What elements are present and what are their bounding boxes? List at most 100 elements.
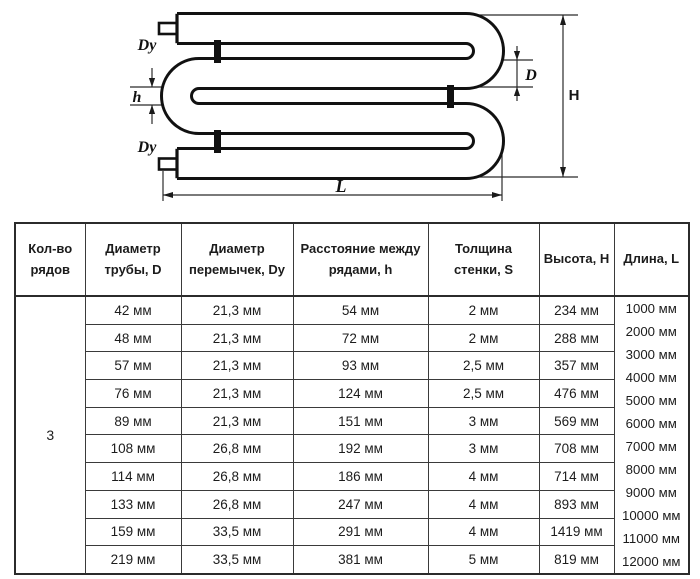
length-item: 12000 мм [622, 554, 681, 569]
table-cell: 76 мм [84, 379, 182, 408]
table-cell: 5 мм [427, 545, 540, 575]
col-header-height: Высота, H [538, 222, 615, 297]
table-row: 159 мм 33,5 мм 291 мм 4 мм 1419 мм [15, 517, 689, 547]
table-cell: 3 мм [427, 434, 540, 464]
table-cell: 288 мм [538, 323, 615, 353]
table-cell: 234 мм [538, 295, 615, 325]
label-d: D [524, 67, 537, 84]
table-cell: 21,3 мм [180, 295, 294, 325]
table-cell: 819 мм [538, 545, 615, 575]
table-row: 3 42 мм 21,3 мм 54 мм 2 мм 234 мм 1000 мм 2000 … [14, 295, 690, 575]
length-item: 11000 мм [622, 531, 681, 546]
table-cell: 21,3 мм [180, 323, 294, 353]
table-row: 57 мм 21,3 мм 93 мм 2,5 мм 357 мм [15, 351, 689, 381]
col-header-row-spacing: Расстояние между рядами, h [292, 222, 429, 297]
table-cell: 114 мм [84, 462, 182, 491]
table-cell: 21,3 мм [180, 379, 294, 408]
col-header-wall-thickness: Толщина стенки, S [427, 222, 540, 297]
label-dy-bottom: Dy [137, 139, 158, 156]
height-arrow-up-icon [560, 15, 566, 25]
table-row: 76 мм 21,3 мм 124 мм 2,5 мм 476 мм [15, 379, 689, 408]
length-item: 6000 мм [625, 416, 677, 431]
table-cell: 151 мм [292, 406, 429, 436]
table-cell: 54 мм [292, 295, 429, 325]
table-row: 48 мм 21,3 мм 72 мм 2 мм 288 мм [15, 323, 689, 353]
table-cell: 714 мм [538, 462, 615, 491]
rows-count-cell: 3 [14, 295, 86, 575]
spec-table-body: 3 42 мм 21,3 мм 54 мм 2 мм 234 мм 1000 мм 2000 … [14, 295, 690, 575]
length-item: 4000 мм [625, 370, 677, 385]
table-cell: 4 мм [427, 517, 540, 547]
dimension-marks [148, 15, 566, 198]
table-cell: 89 мм [84, 406, 182, 436]
table-cell: 186 мм [292, 462, 429, 491]
pipe-core [163, 14, 502, 177]
table-row: 114 мм 26,8 мм 186 мм 4 мм 714 мм [15, 462, 689, 491]
length-arrow-right-icon [492, 192, 502, 198]
table-cell: 57 мм [84, 351, 182, 381]
col-header-jumper-diameter: Диаметр перемычек, Dy [180, 222, 294, 297]
height-arrow-down-icon [560, 167, 566, 177]
table-cell: 893 мм [538, 489, 615, 519]
table-cell: 2 мм [427, 295, 540, 325]
h-arrow-up-icon [148, 105, 156, 114]
label-dy-top: Dy [137, 37, 158, 54]
table-row: 219 мм 33,5 мм 381 мм 5 мм 819 мм [15, 545, 689, 575]
table-cell: 247 мм [292, 489, 429, 519]
length-item: 2000 мм [625, 324, 677, 339]
table-row: 133 мм 26,8 мм 247 мм 4 мм 893 мм [15, 489, 689, 519]
table-cell: 219 мм [84, 545, 182, 575]
col-header-pipe-diameter: Диаметр трубы, D [84, 222, 182, 297]
d-arrow-down-icon [513, 51, 521, 60]
label-h: h [133, 89, 142, 106]
table-cell: 476 мм [538, 379, 615, 408]
label-height: H [569, 87, 580, 104]
table-cell: 2 мм [427, 323, 540, 353]
jumper-right-middle [447, 85, 454, 108]
table-cell: 21,3 мм [180, 406, 294, 436]
table-cell: 26,8 мм [180, 434, 294, 464]
table-cell: 192 мм [292, 434, 429, 464]
length-item: 1000 мм [625, 301, 677, 316]
table-cell: 159 мм [84, 517, 182, 547]
header-row: Кол-во рядов Диаметр трубы, D Диаметр пе… [14, 222, 690, 297]
table-cell: 42 мм [84, 295, 182, 325]
length-list-cell: 1000 мм 2000 мм 3000 мм 4000 мм 5000 мм 6000 … [613, 295, 690, 575]
spec-table: Кол-во рядов Диаметр трубы, D Диаметр пе… [14, 222, 690, 575]
table-cell: 133 мм [84, 489, 182, 519]
inlet-stub [157, 21, 179, 36]
table-cell: 48 мм [84, 323, 182, 353]
table-cell: 2,5 мм [427, 351, 540, 381]
table-cell: 2,5 мм [427, 379, 540, 408]
h-arrow-down-icon [148, 78, 156, 87]
table-cell: 93 мм [292, 351, 429, 381]
table-cell: 26,8 мм [180, 462, 294, 491]
col-header-length: Длина, L [613, 222, 690, 297]
length-item: 10000 мм [622, 508, 681, 523]
table-cell: 124 мм [292, 379, 429, 408]
d-arrow-up-icon [513, 87, 521, 96]
length-item: 8000 мм [625, 462, 677, 477]
col-header-row-count: Кол-во рядов [14, 222, 86, 297]
pipe-outline [160, 11, 505, 180]
length-item: 3000 мм [625, 347, 677, 362]
outlet-stub [157, 157, 179, 171]
table-cell: 33,5 мм [180, 517, 294, 547]
table-row: 108 мм 26,8 мм 192 мм 3 мм 708 мм [15, 434, 689, 464]
table-row: 89 мм 21,3 мм 151 мм 3 мм 569 мм [15, 406, 689, 436]
length-item: 5000 мм [625, 393, 677, 408]
jumper-left-top [214, 40, 221, 63]
label-length: L [335, 176, 347, 196]
length-item: 9000 мм [625, 485, 677, 500]
table-cell: 3 мм [427, 406, 540, 436]
table-cell: 4 мм [427, 462, 540, 491]
jumper-left-bottom [214, 130, 221, 153]
table-cell: 26,8 мм [180, 489, 294, 519]
table-cell: 72 мм [292, 323, 429, 353]
table-cell: 33,5 мм [180, 545, 294, 575]
table-cell: 708 мм [538, 434, 615, 464]
table-cell: 108 мм [84, 434, 182, 464]
table-cell: 1419 мм [538, 517, 615, 547]
length-arrow-left-icon [163, 192, 173, 198]
